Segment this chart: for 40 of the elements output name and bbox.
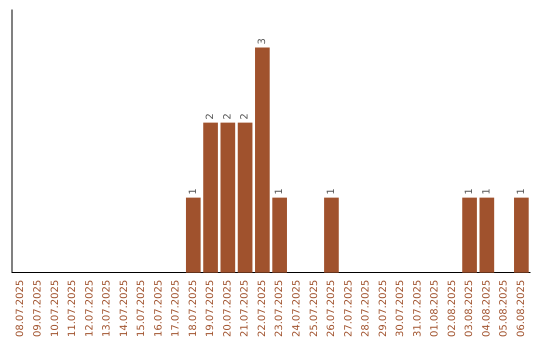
x-tick-label: 12.07.2025 [84,280,96,338]
x-tick-label: 05.08.2025 [498,280,510,338]
x-tick-label: 15.07.2025 [136,280,148,338]
x-tick-label: 30.07.2025 [395,280,406,338]
x-tick-label: 20.07.2025 [222,280,234,338]
data-label: 1 [188,188,199,195]
x-tick-label: 23.07.2025 [274,280,286,338]
x-tick-label: 06.08.2025 [516,280,527,338]
x-tick-label: 29.07.2025 [378,280,389,338]
data-label: 1 [516,188,527,195]
x-tick-label: 18.07.2025 [188,280,199,338]
x-tick-label: 27.07.2025 [343,280,354,338]
x-tick-label: 10.07.2025 [50,280,61,338]
x-tick-label: 24.07.2025 [291,280,302,338]
data-label: 1 [464,188,476,195]
x-tick-label: 02.08.2025 [446,280,458,338]
x-tick-label: 21.07.2025 [240,280,251,338]
x-tick-label: 13.07.2025 [102,280,113,338]
x-tick-label: 01.08.2025 [430,280,441,338]
data-label: 2 [240,113,251,120]
data-label: 2 [222,113,234,120]
x-tick-label: 26.07.2025 [326,280,338,338]
x-tick-label: 04.08.2025 [481,280,492,338]
x-tick-label: 19.07.2025 [205,280,216,338]
x-tick-label: 16.07.2025 [153,280,164,338]
data-label: 1 [326,188,338,195]
x-tick-label: 31.07.2025 [412,280,424,338]
x-tick-label: 09.07.2025 [32,280,44,338]
data-label: 3 [256,38,268,45]
data-label: 2 [205,113,216,120]
x-tick-label: 22.07.2025 [256,280,268,338]
x-tick-label: 17.07.2025 [170,280,182,338]
x-tick-label: 14.07.2025 [118,280,130,338]
data-label: 1 [274,188,286,195]
x-tick-label: 03.08.2025 [464,280,476,338]
x-tick-label: 08.07.2025 [15,280,26,338]
x-tick-label: 25.07.2025 [308,280,320,338]
x-tick-label: 11.07.2025 [67,280,78,338]
x-tick-label: 28.07.2025 [360,280,372,338]
data-label: 1 [481,188,492,195]
